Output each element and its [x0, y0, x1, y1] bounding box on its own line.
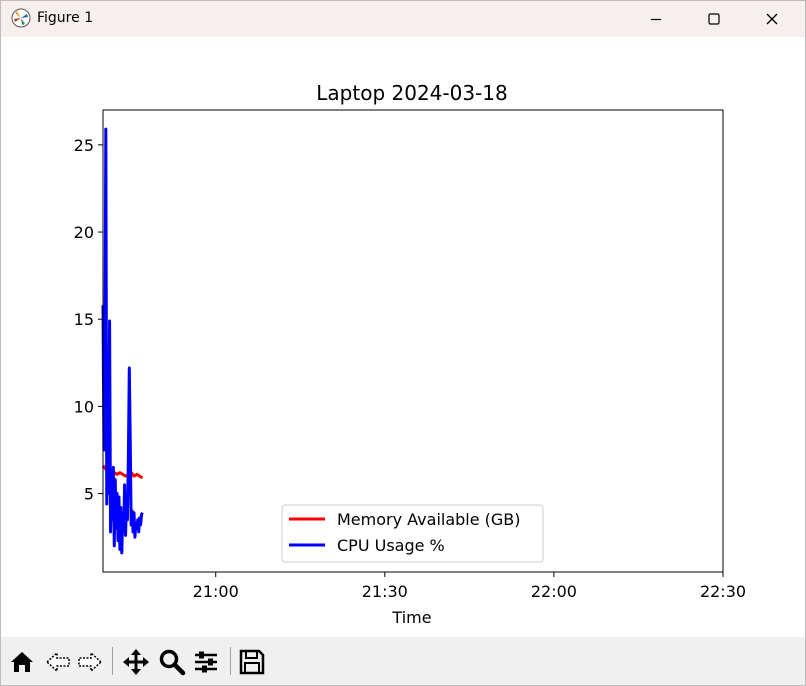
window-edge	[799, 37, 805, 637]
configure-subplots-button[interactable]	[191, 647, 221, 677]
save-icon	[239, 649, 265, 675]
toolbar-separator	[112, 647, 113, 675]
forward-button[interactable]	[75, 647, 105, 677]
toolbar-separator	[230, 647, 231, 675]
zoom-button[interactable]	[157, 647, 187, 677]
save-button[interactable]	[237, 647, 267, 677]
maximize-icon	[708, 13, 720, 25]
figure-canvas[interactable]: Laptop 2024-03-18 5 10 15 20 25 21:00 21:30 22…	[1, 37, 805, 637]
close-button[interactable]	[743, 1, 801, 37]
minimize-button[interactable]	[627, 1, 685, 37]
minimize-icon	[651, 18, 661, 21]
back-button[interactable]	[43, 647, 73, 677]
x-axis-label: Time	[391, 608, 431, 627]
y-tick-label: 10	[74, 397, 94, 416]
plot-area-frame	[102, 109, 724, 573]
y-tick-label: 15	[74, 310, 94, 329]
y-tick-label: 25	[74, 136, 94, 155]
series-lines	[101, 127, 144, 555]
x-axis: 21:00 21:30 22:00 22:30	[193, 572, 746, 601]
legend-label-cpu: CPU Usage %	[337, 536, 445, 555]
x-tick-label: 22:00	[531, 582, 577, 601]
x-tick-label: 21:30	[362, 582, 408, 601]
zoom-icon	[159, 649, 186, 676]
forward-icon	[78, 651, 103, 673]
configure-subplots-icon	[195, 651, 217, 673]
legend-box	[281, 504, 544, 563]
legend-label-memory: Memory Available (GB)	[337, 510, 521, 529]
legend: Memory Available (GB) CPU Usage %	[281, 504, 544, 563]
y-axis: 5 10 15 20 25	[74, 136, 103, 504]
x-tick-label: 22:30	[700, 582, 746, 601]
x-tick-label: 21:00	[193, 582, 239, 601]
pan-icon	[123, 649, 149, 675]
home-button[interactable]	[7, 647, 37, 677]
title-bar[interactable]: Figure 1	[1, 1, 805, 37]
y-tick-label: 20	[74, 223, 94, 242]
home-icon	[11, 652, 33, 672]
close-icon	[766, 13, 778, 25]
maximize-button[interactable]	[685, 1, 743, 37]
pan-button[interactable]	[121, 647, 151, 677]
window-title: Figure 1	[37, 10, 94, 26]
chart-title: Laptop 2024-03-18	[316, 81, 507, 105]
cpu-series-line	[101, 127, 144, 555]
line-chart: Laptop 2024-03-18 5 10 15 20 25 21:00 21:30 22…	[74, 81, 746, 627]
y-tick-label: 5	[84, 485, 94, 504]
navigation-toolbar	[1, 637, 805, 685]
matplotlib-app-icon	[11, 8, 31, 28]
back-icon	[45, 651, 70, 673]
